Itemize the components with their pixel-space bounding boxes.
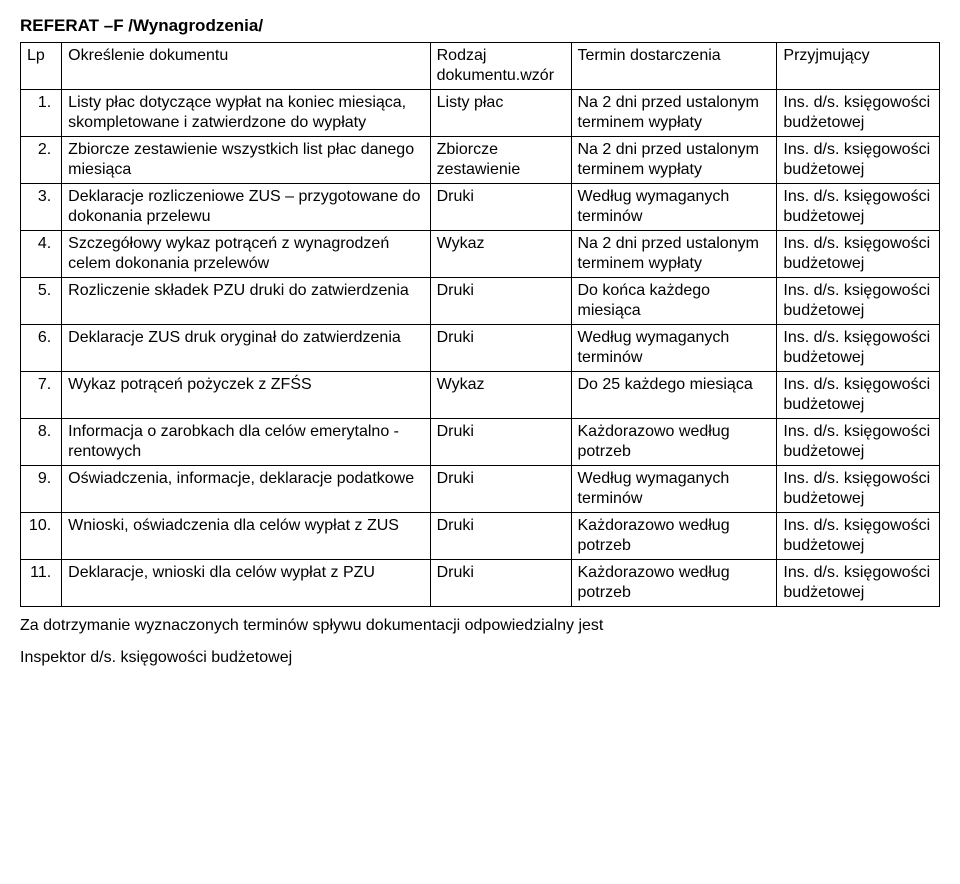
cell-term: Na 2 dni przed ustalonym terminem wypłat… — [571, 231, 777, 278]
cell-kind: Druki — [430, 419, 571, 466]
table-header-row: Lp Określenie dokumentu Rodzaj dokumentu… — [21, 43, 940, 90]
cell-desc: Deklaracje rozliczeniowe ZUS – przygotow… — [62, 184, 430, 231]
footer-line-2: Inspektor d/s. księgowości budżetowej — [20, 647, 940, 669]
cell-desc: Zbiorcze zestawienie wszystkich list pła… — [62, 137, 430, 184]
col-kind: Rodzaj dokumentu.wzór — [430, 43, 571, 90]
cell-lp: 3. — [21, 184, 62, 231]
cell-desc: Listy płac dotyczące wypłat na koniec mi… — [62, 90, 430, 137]
cell-kind: Druki — [430, 560, 571, 607]
cell-desc: Wnioski, oświadczenia dla celów wypłat z… — [62, 513, 430, 560]
cell-recv: Ins. d/s. księgowości budżetowej — [777, 137, 940, 184]
page-title: REFERAT –F /Wynagrodzenia/ — [20, 16, 940, 36]
cell-desc: Oświadczenia, informacje, deklaracje pod… — [62, 466, 430, 513]
cell-term: Do 25 każdego miesiąca — [571, 372, 777, 419]
cell-lp: 7. — [21, 372, 62, 419]
cell-kind: Wykaz — [430, 231, 571, 278]
cell-lp: 8. — [21, 419, 62, 466]
cell-lp: 1. — [21, 90, 62, 137]
cell-kind: Druki — [430, 466, 571, 513]
cell-lp: 10. — [21, 513, 62, 560]
col-term: Termin dostarczenia — [571, 43, 777, 90]
table-row: 1.Listy płac dotyczące wypłat na koniec … — [21, 90, 940, 137]
cell-kind: Druki — [430, 278, 571, 325]
cell-desc: Szczegółowy wykaz potrąceń z wynagrodzeń… — [62, 231, 430, 278]
col-recv: Przyjmujący — [777, 43, 940, 90]
footer-line-1: Za dotrzymanie wyznaczonych terminów spł… — [20, 615, 940, 637]
cell-term: Do końca każdego miesiąca — [571, 278, 777, 325]
cell-kind: Druki — [430, 184, 571, 231]
cell-term: Każdorazowo według potrzeb — [571, 419, 777, 466]
cell-term: Według wymaganych terminów — [571, 325, 777, 372]
table-row: 2.Zbiorcze zestawienie wszystkich list p… — [21, 137, 940, 184]
table-row: 3.Deklaracje rozliczeniowe ZUS – przygot… — [21, 184, 940, 231]
cell-recv: Ins. d/s. księgowości budżetowej — [777, 231, 940, 278]
cell-term: Na 2 dni przed ustalonym terminem wypłat… — [571, 137, 777, 184]
cell-lp: 11. — [21, 560, 62, 607]
cell-recv: Ins. d/s. księgowości budżetowej — [777, 466, 940, 513]
cell-recv: Ins. d/s. księgowości budżetowej — [777, 372, 940, 419]
table-row: 9.Oświadczenia, informacje, deklaracje p… — [21, 466, 940, 513]
table-row: 6.Deklaracje ZUS druk oryginał do zatwie… — [21, 325, 940, 372]
table-row: 5.Rozliczenie składek PZU druki do zatwi… — [21, 278, 940, 325]
table-row: 8.Informacja o zarobkach dla celów emery… — [21, 419, 940, 466]
cell-recv: Ins. d/s. księgowości budżetowej — [777, 560, 940, 607]
cell-kind: Listy płac — [430, 90, 571, 137]
cell-recv: Ins. d/s. księgowości budżetowej — [777, 278, 940, 325]
cell-recv: Ins. d/s. księgowości budżetowej — [777, 419, 940, 466]
cell-desc: Deklaracje, wnioski dla celów wypłat z P… — [62, 560, 430, 607]
cell-kind: Wykaz — [430, 372, 571, 419]
cell-lp: 6. — [21, 325, 62, 372]
documents-table: Lp Określenie dokumentu Rodzaj dokumentu… — [20, 42, 940, 607]
cell-recv: Ins. d/s. księgowości budżetowej — [777, 90, 940, 137]
cell-desc: Informacja o zarobkach dla celów emeryta… — [62, 419, 430, 466]
cell-term: Według wymaganych terminów — [571, 184, 777, 231]
cell-kind: Druki — [430, 513, 571, 560]
cell-term: Według wymaganych terminów — [571, 466, 777, 513]
cell-term: Każdorazowo według potrzeb — [571, 560, 777, 607]
cell-desc: Deklaracje ZUS druk oryginał do zatwierd… — [62, 325, 430, 372]
cell-recv: Ins. d/s. księgowości budżetowej — [777, 325, 940, 372]
table-row: 4.Szczegółowy wykaz potrąceń z wynagrodz… — [21, 231, 940, 278]
cell-desc: Wykaz potrąceń pożyczek z ZFŚS — [62, 372, 430, 419]
col-lp: Lp — [21, 43, 62, 90]
cell-lp: 2. — [21, 137, 62, 184]
cell-lp: 5. — [21, 278, 62, 325]
cell-recv: Ins. d/s. księgowości budżetowej — [777, 184, 940, 231]
cell-term: Każdorazowo według potrzeb — [571, 513, 777, 560]
cell-desc: Rozliczenie składek PZU druki do zatwier… — [62, 278, 430, 325]
col-desc: Określenie dokumentu — [62, 43, 430, 90]
cell-recv: Ins. d/s. księgowości budżetowej — [777, 513, 940, 560]
cell-lp: 9. — [21, 466, 62, 513]
table-row: 11.Deklaracje, wnioski dla celów wypłat … — [21, 560, 940, 607]
table-row: 10.Wnioski, oświadczenia dla celów wypła… — [21, 513, 940, 560]
cell-lp: 4. — [21, 231, 62, 278]
cell-kind: Zbiorcze zestawienie — [430, 137, 571, 184]
table-row: 7.Wykaz potrąceń pożyczek z ZFŚSWykazDo … — [21, 372, 940, 419]
cell-term: Na 2 dni przed ustalonym terminem wypłat… — [571, 90, 777, 137]
cell-kind: Druki — [430, 325, 571, 372]
